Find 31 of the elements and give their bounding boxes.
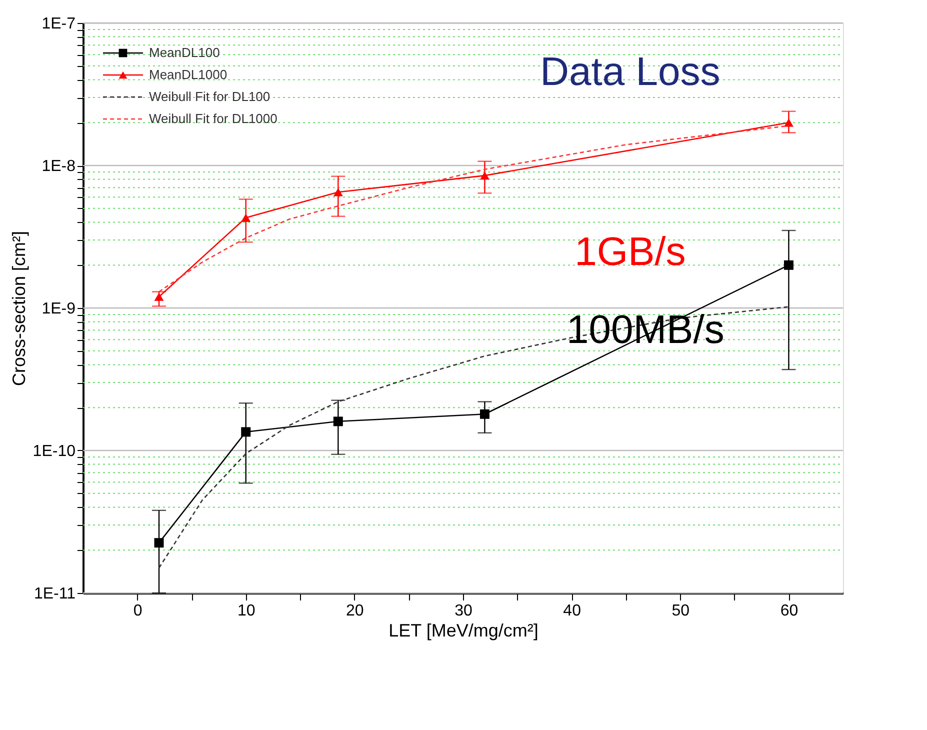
y-tick-label: 1E-9 [42,300,76,318]
annotation: 1GB/s [574,230,686,274]
point [784,118,794,127]
x-tick-label: 50 [672,602,690,620]
point [333,416,343,426]
x-tick-label: 60 [780,602,798,620]
point [480,409,490,419]
legend-label: MeanDL1000 [149,67,228,82]
point [154,538,164,548]
x-axis-title: LET [MeV/mg/cm²] [388,620,538,640]
point [784,260,794,270]
y-tick-label: 1E-7 [42,16,76,32]
y-tick-label: 1E-11 [34,586,76,602]
x-tick-label: 0 [133,602,142,620]
y-tick-label: 1E-10 [32,443,76,460]
point [241,427,251,437]
point [154,292,164,301]
point [241,214,251,222]
x-tick-label: 40 [563,602,582,620]
point [480,171,490,180]
point [333,188,343,196]
x-tick-label: 10 [237,602,256,620]
legend-label: Weibull Fit for DL1000 [149,111,278,126]
y-axis-title: Cross-section [cm²] [8,230,29,386]
text: Data Loss [540,50,720,94]
line-series [158,306,790,569]
legend-label: Weibull Fit for DL100 [149,89,270,104]
legend-label: MeanDL100 [149,45,220,60]
x-tick-label: 20 [346,602,364,620]
y-tick-label: 1E-8 [42,158,76,175]
x-tick-label: 30 [454,602,472,620]
